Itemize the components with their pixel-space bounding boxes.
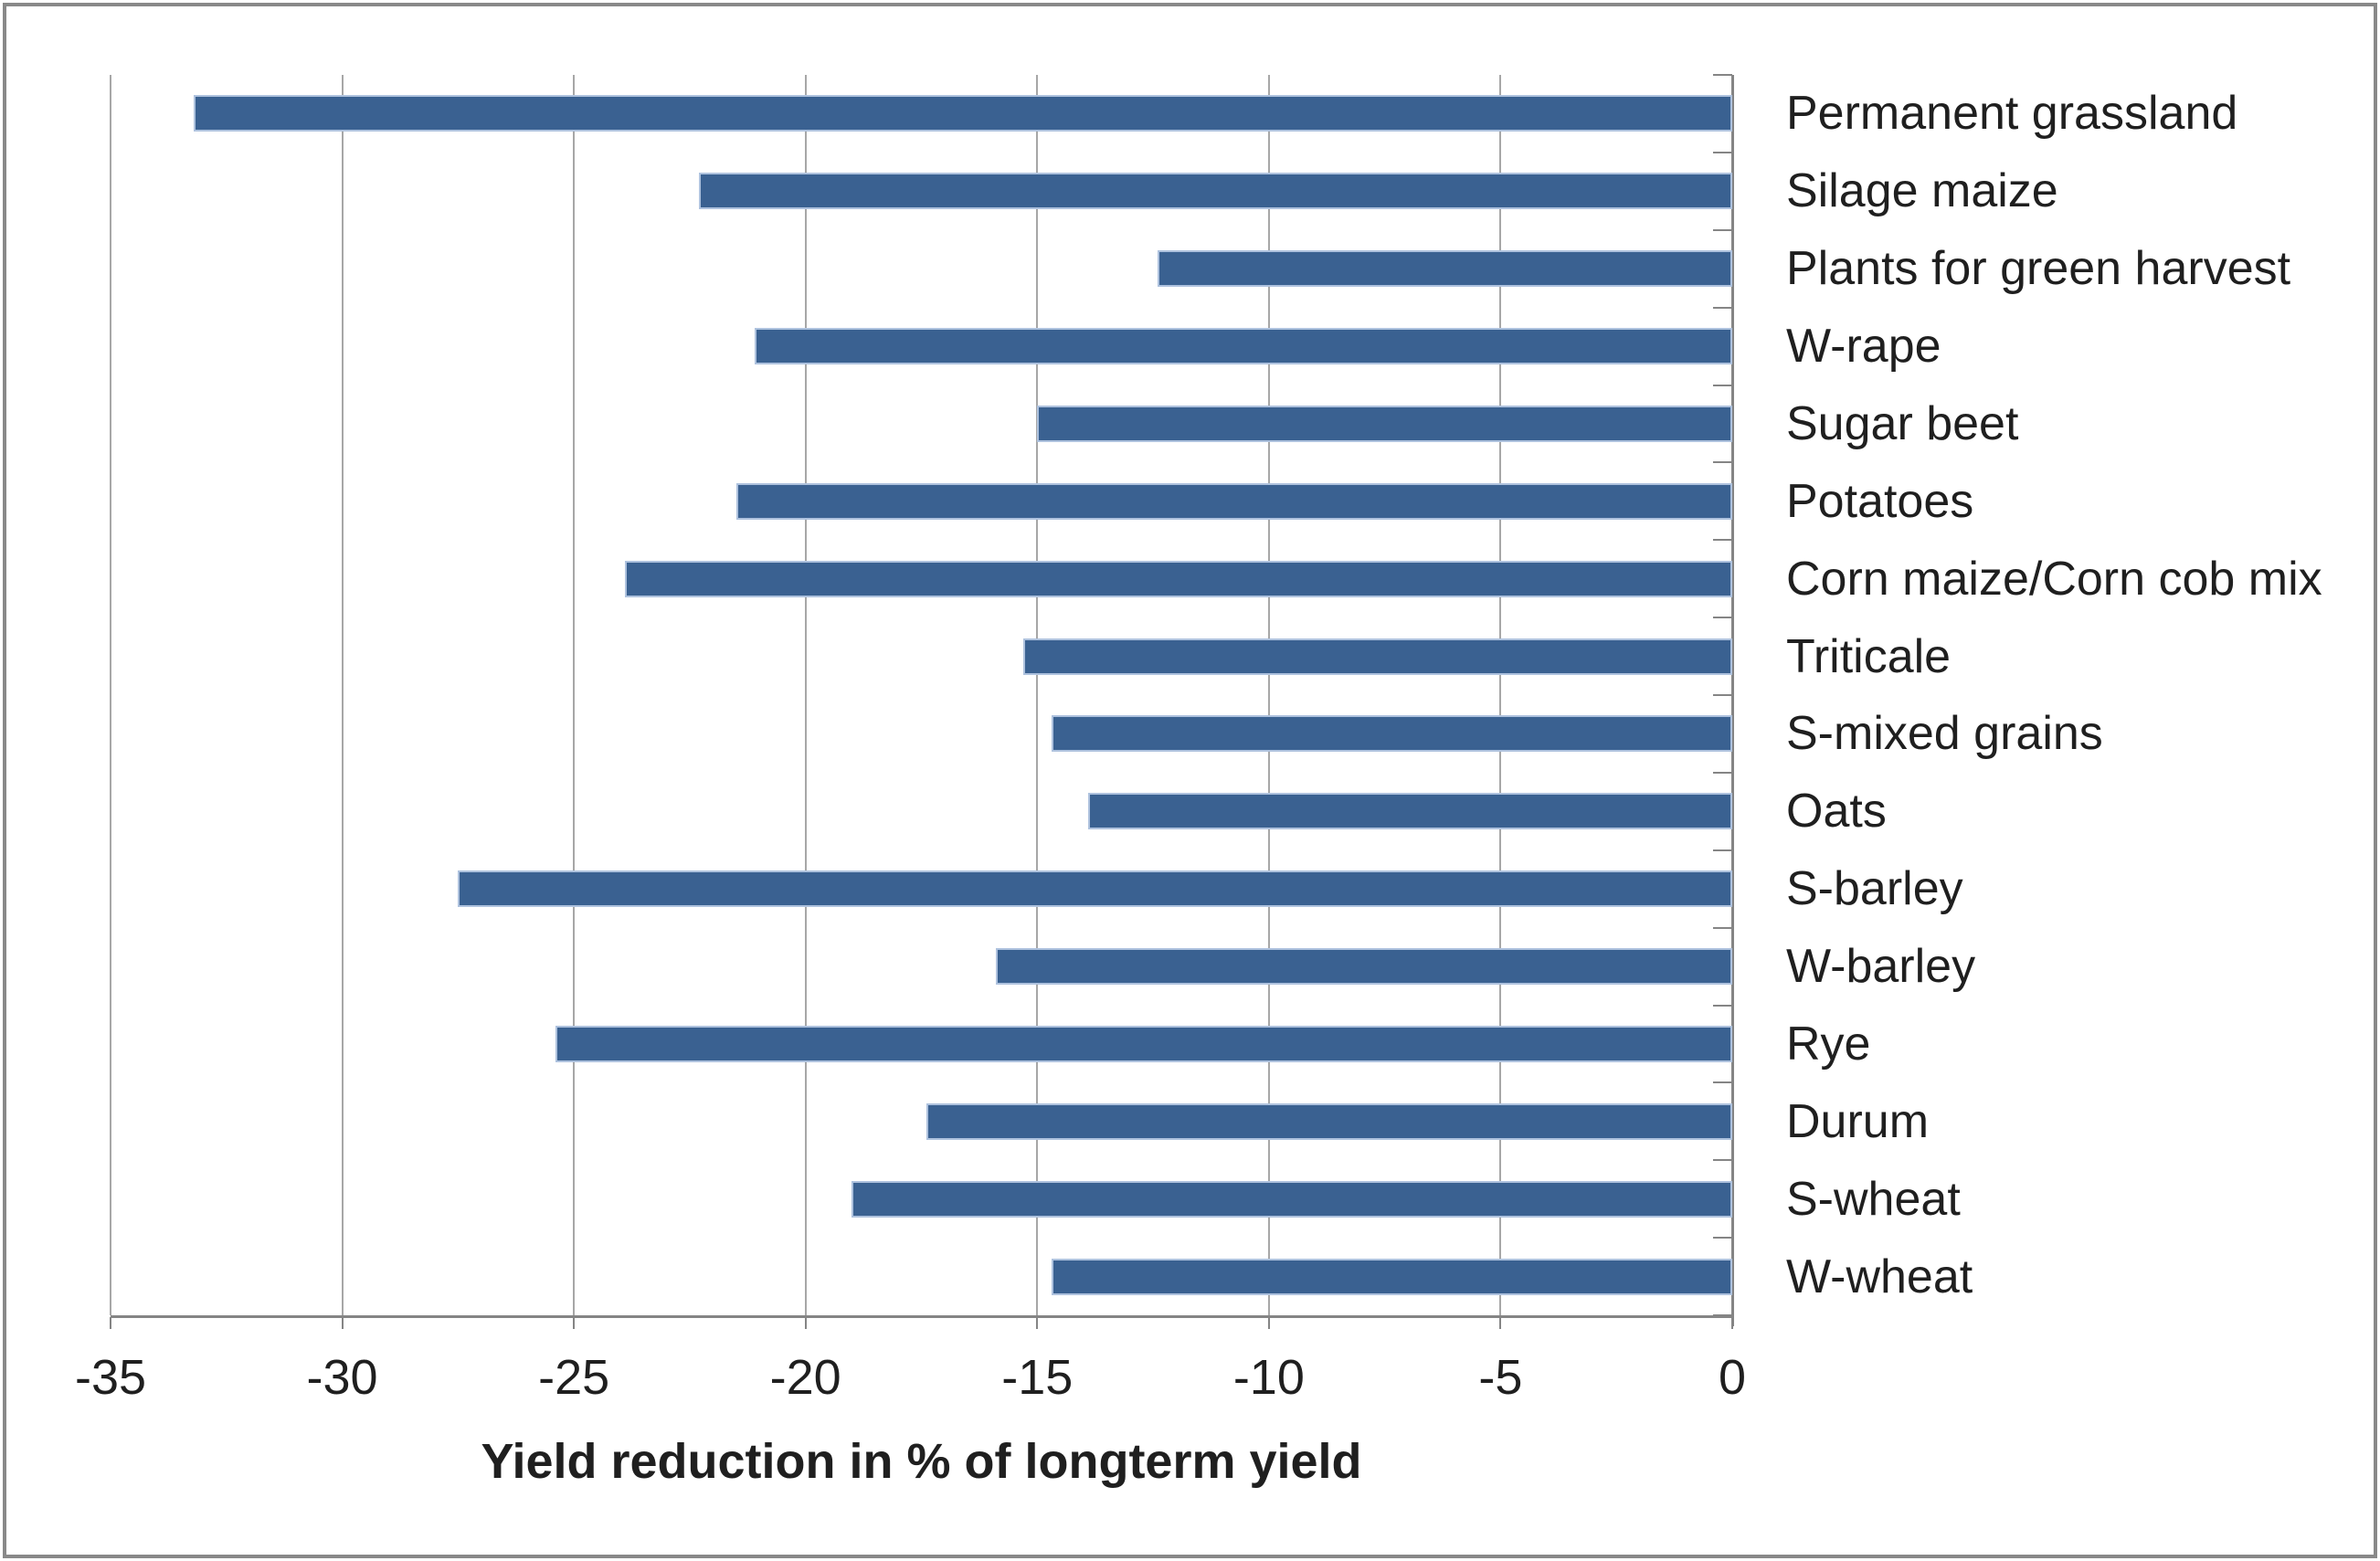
bar-sugar-beet — [1037, 405, 1732, 442]
bar-s-barley — [458, 870, 1732, 908]
category-label: Durum — [1786, 1094, 1930, 1148]
x-tick-label: -20 — [769, 1350, 841, 1405]
category-axis-tick — [1713, 1237, 1732, 1239]
category-axis-line — [1731, 75, 1734, 1326]
bar-w-barley — [995, 948, 1732, 986]
category-label: Silage maize — [1786, 164, 2058, 218]
category-label: S-mixed grains — [1786, 707, 2103, 761]
category-axis-tick — [1713, 306, 1732, 309]
category-label: S-wheat — [1786, 1172, 1961, 1226]
bar-potatoes — [735, 482, 1732, 520]
category-axis-tick — [1713, 74, 1732, 76]
category-axis-tick — [1713, 771, 1732, 774]
category-axis-tick — [1713, 926, 1732, 929]
x-tick-label: 0 — [1718, 1350, 1747, 1405]
category-axis-tick — [1713, 849, 1732, 851]
bar-silage-maize — [699, 173, 1732, 210]
value-axis-line — [111, 1315, 1734, 1318]
category-axis-tick — [1713, 461, 1732, 464]
gridline — [1036, 75, 1039, 1315]
category-axis-tick — [1713, 1004, 1732, 1007]
bar-permanent-grassland — [194, 95, 1732, 132]
category-label: Corn maize/Corn cob mix — [1786, 552, 2322, 606]
bar-w-rape — [754, 328, 1732, 365]
bar-plants-for-green-harvest — [1158, 250, 1732, 288]
gridline — [1267, 75, 1270, 1315]
category-label: Permanent grassland — [1786, 87, 2238, 141]
bar-w-wheat — [1051, 1258, 1732, 1295]
category-axis-tick — [1713, 228, 1732, 231]
x-axis-tick — [1499, 1317, 1502, 1329]
category-label: Plants for green harvest — [1786, 242, 2291, 296]
x-tick-label: -35 — [74, 1350, 147, 1405]
category-label: S-barley — [1786, 862, 1963, 916]
x-tick-label: -25 — [538, 1350, 610, 1405]
x-axis-tick — [1267, 1317, 1270, 1329]
gridline — [573, 75, 576, 1315]
category-axis-tick — [1713, 539, 1732, 542]
chart-frame: Yield reduction in % of longterm yield P… — [3, 3, 2377, 1558]
x-axis-tick — [804, 1317, 807, 1329]
bar-corn-maize-corn-cob-mix — [624, 560, 1732, 597]
category-label: W-wheat — [1786, 1250, 1973, 1303]
x-tick-label: -5 — [1478, 1350, 1523, 1405]
bar-rye — [555, 1025, 1732, 1062]
category-label: Potatoes — [1786, 474, 1974, 528]
x-tick-label: -15 — [1001, 1350, 1074, 1405]
gridline — [341, 75, 344, 1315]
category-axis-tick — [1713, 384, 1732, 386]
category-label: Rye — [1786, 1017, 1871, 1071]
category-label: Triticale — [1786, 629, 1952, 683]
gridline — [804, 75, 807, 1315]
x-axis-tick — [341, 1317, 344, 1329]
bar-triticale — [1023, 638, 1732, 675]
category-axis-tick — [1713, 1159, 1732, 1162]
x-tick-label: -10 — [1232, 1350, 1305, 1405]
x-axis-tick — [1036, 1317, 1039, 1329]
bar-s-mixed-grains — [1051, 715, 1732, 753]
gridline — [110, 75, 111, 1315]
bar-s-wheat — [852, 1180, 1732, 1218]
x-axis-tick — [573, 1317, 576, 1329]
x-axis-tick — [110, 1317, 111, 1329]
category-label: Sugar beet — [1786, 396, 2019, 450]
plot-area: Yield reduction in % of longterm yield P… — [6, 6, 2374, 1555]
gridline — [1499, 75, 1502, 1315]
bar-durum — [926, 1102, 1732, 1140]
category-axis-tick — [1713, 694, 1732, 696]
bar-oats — [1088, 793, 1732, 830]
category-label: W-rape — [1786, 320, 1941, 374]
category-axis-tick — [1713, 1081, 1732, 1084]
x-axis-title: Yield reduction in % of longterm yield — [481, 1434, 1362, 1489]
category-axis-tick — [1713, 151, 1732, 153]
x-tick-label: -30 — [306, 1350, 378, 1405]
category-label: Oats — [1786, 785, 1887, 839]
category-label: W-barley — [1786, 940, 1976, 994]
category-axis-tick — [1713, 617, 1732, 619]
